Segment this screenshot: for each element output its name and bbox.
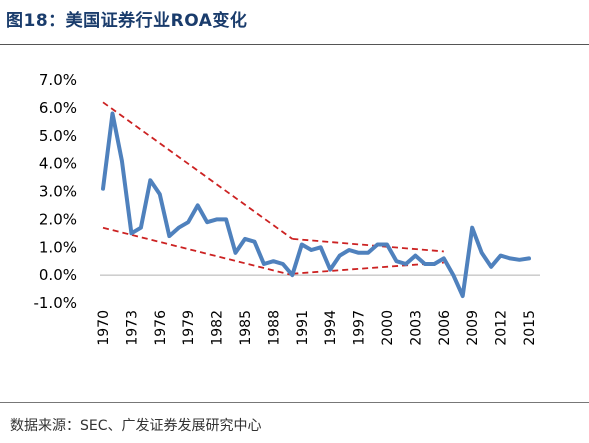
data-point	[432, 262, 436, 266]
data-point	[158, 192, 162, 196]
data-point	[262, 262, 266, 266]
data-point	[319, 245, 323, 249]
x-tick-label: 1985	[238, 310, 254, 346]
x-tick-label: 1994	[323, 310, 339, 346]
data-point	[281, 262, 285, 266]
data-point	[347, 248, 351, 252]
data-point	[205, 220, 209, 224]
data-point	[101, 187, 105, 191]
data-point	[470, 226, 474, 230]
data-point	[499, 254, 503, 258]
data-point	[480, 251, 484, 255]
source-divider	[0, 402, 589, 403]
data-point	[215, 217, 219, 221]
source-note: 数据来源：SEC、广发证券发展研究中心	[10, 418, 262, 434]
data-point	[148, 178, 152, 182]
x-tick-label: 1991	[295, 310, 311, 346]
data-point	[376, 242, 380, 246]
trend-line	[292, 237, 444, 253]
data-point	[461, 294, 465, 298]
data-point	[357, 251, 361, 255]
series-layer	[101, 111, 531, 298]
data-point	[527, 256, 531, 260]
figure-title: 图18：美国证券行业ROA变化	[6, 11, 248, 31]
x-tick-label: 2000	[380, 310, 396, 346]
x-tick-label: 1997	[352, 310, 368, 346]
data-point	[224, 217, 228, 221]
data-point	[129, 231, 133, 235]
roa-series-line	[101, 111, 531, 298]
data-point	[413, 254, 417, 258]
x-tick-label: 1976	[153, 310, 169, 346]
data-point	[186, 220, 190, 224]
data-point	[120, 159, 124, 163]
data-point	[300, 242, 304, 246]
data-point	[271, 259, 275, 263]
x-tick-label: 2003	[408, 310, 424, 346]
data-point	[167, 234, 171, 238]
trend-line	[102, 226, 293, 276]
y-tick-label: 1.0%	[39, 238, 77, 256]
y-tick-label: -1.0%	[33, 294, 77, 312]
data-point	[385, 242, 389, 246]
x-tick-label: 1979	[181, 310, 197, 346]
data-point	[139, 226, 143, 230]
data-point	[309, 248, 313, 252]
data-point	[404, 262, 408, 266]
data-point	[290, 273, 294, 277]
data-point	[451, 273, 455, 277]
y-tick-label: 0.0%	[39, 266, 77, 284]
data-point	[177, 226, 181, 230]
data-point	[243, 237, 247, 241]
data-point	[518, 258, 522, 262]
data-point	[234, 251, 238, 255]
data-point	[196, 203, 200, 207]
data-point	[366, 251, 370, 255]
data-point	[252, 240, 256, 244]
x-tick-label: 2006	[437, 310, 453, 346]
x-tick-label: 1970	[96, 310, 112, 346]
data-point	[423, 262, 427, 266]
x-tick-label-layer: 1970 1973 1976 1979 1982 1985 1988 1991 1994 1997…	[96, 310, 538, 346]
data-point	[338, 254, 342, 258]
trend-line-layer	[102, 101, 444, 276]
trend-line	[292, 261, 444, 275]
roa-line-chart: 7.0% 6.0% 5.0% 4.0% 3.0% 2.0% 1.0% 0.0% -1.0% 19…	[33, 71, 540, 346]
x-tick-label: 1988	[266, 310, 282, 346]
title-divider	[0, 44, 589, 45]
y-tick-label-layer: 7.0% 6.0% 5.0% 4.0% 3.0% 2.0% 1.0% 0.0% -1.0%	[33, 71, 77, 312]
x-tick-label: 1982	[210, 310, 226, 346]
data-point	[489, 265, 493, 269]
x-tick-label: 1973	[124, 310, 140, 346]
trend-line	[102, 101, 293, 240]
y-tick-label: 5.0%	[39, 127, 77, 145]
x-tick-label: 2009	[465, 310, 481, 346]
x-tick-label: 2015	[522, 310, 538, 346]
data-point	[394, 259, 398, 263]
y-tick-label: 6.0%	[39, 99, 77, 117]
y-tick-label: 7.0%	[39, 71, 77, 89]
data-point	[442, 256, 446, 260]
y-tick-label: 2.0%	[39, 210, 77, 228]
y-tick-label: 4.0%	[39, 155, 77, 173]
y-tick-label: 3.0%	[39, 183, 77, 201]
data-point	[508, 256, 512, 260]
data-point	[110, 111, 114, 115]
x-tick-label: 2012	[494, 310, 510, 346]
data-point	[328, 268, 332, 272]
